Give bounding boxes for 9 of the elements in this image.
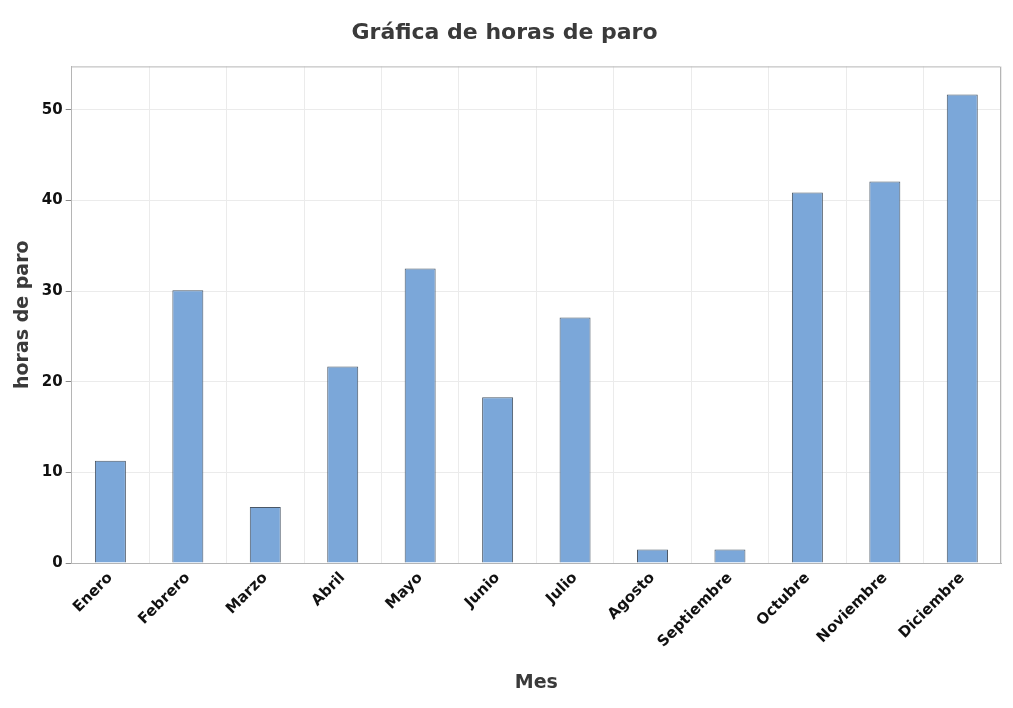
- y-axis-title: horas de paro: [10, 240, 33, 390]
- y-tick-label: 30: [41, 281, 63, 300]
- y-tick-label: 50: [41, 99, 63, 118]
- y-tick-label: 0: [52, 552, 63, 571]
- x-axis-title: Mes: [514, 669, 558, 692]
- y-tick-label: 20: [41, 371, 63, 390]
- chart-title: Gráfica de horas de paro: [351, 18, 658, 44]
- y-tick-label: 40: [41, 190, 63, 209]
- y-tick-label: 10: [41, 462, 63, 481]
